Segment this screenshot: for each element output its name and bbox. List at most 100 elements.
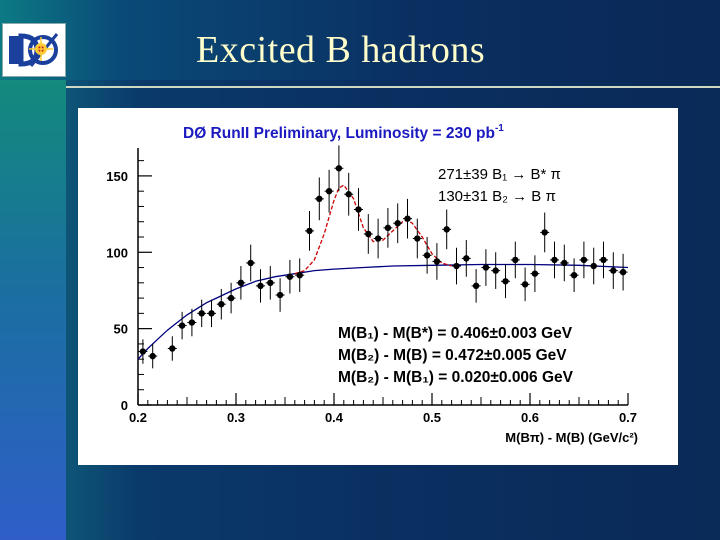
data-point — [177, 311, 187, 340]
data-point — [197, 299, 207, 328]
plot-panel: DØ RunII Preliminary, Luminosity = 230 p… — [78, 108, 678, 465]
data-marker — [443, 226, 450, 233]
data-marker — [365, 230, 372, 238]
data-marker — [600, 256, 607, 264]
data-marker — [463, 255, 470, 262]
data-point — [589, 247, 599, 285]
data-marker — [374, 235, 382, 242]
data-marker — [619, 268, 627, 276]
data-point — [540, 212, 550, 253]
title-divider — [66, 86, 720, 88]
data-point — [432, 243, 442, 280]
data-point — [354, 188, 363, 231]
data-marker — [570, 271, 578, 279]
data-point — [442, 209, 452, 250]
data-point — [285, 259, 295, 294]
data-point — [167, 336, 177, 361]
data-point — [226, 282, 236, 314]
chart-title: DØ RunII Preliminary, Luminosity = 230 p… — [183, 123, 504, 142]
data-point — [216, 288, 226, 320]
data-point — [373, 218, 383, 259]
data-point — [305, 211, 314, 251]
data-point — [148, 343, 158, 369]
data-marker — [325, 187, 333, 195]
data-marker — [384, 224, 392, 232]
data-point — [599, 241, 608, 279]
y-tick-label: 100 — [106, 245, 128, 260]
data-point — [569, 258, 579, 292]
data-point — [452, 247, 461, 285]
data-marker — [188, 319, 196, 326]
data-marker — [139, 348, 147, 355]
data-marker — [227, 294, 235, 302]
annotation-1: M(B₁) - M(B*) = 0.406±0.003 GeV — [338, 325, 573, 342]
data-point — [344, 172, 354, 216]
data-point — [530, 255, 540, 292]
data-point — [363, 214, 373, 254]
y-tick-label: 150 — [106, 169, 128, 184]
data-point — [501, 264, 510, 299]
data-point — [207, 299, 216, 328]
mass-difference-chart: DØ RunII Preliminary, Luminosity = 230 p… — [106, 123, 638, 445]
data-point — [324, 169, 334, 213]
data-marker — [482, 264, 490, 271]
annotation-3: M(B₂) - M(B₁) = 0.020±0.006 GeV — [338, 369, 574, 386]
dzero-logo-icon — [9, 33, 59, 67]
data-point — [334, 145, 344, 192]
data-marker — [521, 281, 529, 288]
data-point — [471, 269, 481, 303]
data-point — [481, 249, 491, 286]
signal-fit-curve — [294, 184, 452, 275]
data-marker — [531, 270, 539, 277]
data-point — [275, 278, 285, 312]
annotation-2: M(B₂) - M(B) = 0.472±0.005 GeV — [338, 347, 567, 364]
data-marker — [610, 267, 617, 274]
data-marker — [502, 278, 509, 285]
data-point — [559, 244, 569, 282]
x-tick-label: 0.5 — [423, 410, 441, 425]
data-marker — [561, 259, 568, 267]
data-marker — [316, 195, 323, 203]
data-point — [314, 177, 324, 221]
fit-curves — [137, 184, 629, 360]
header-band — [0, 0, 720, 80]
x-tick-label: 0.7 — [619, 410, 637, 425]
data-marker — [335, 165, 343, 172]
data-point — [461, 240, 471, 277]
x-tick-label: 0.6 — [521, 410, 539, 425]
x-tick-label: 0.2 — [129, 410, 147, 425]
data-marker — [178, 322, 186, 329]
data-point — [246, 244, 256, 282]
x-axis-label: M(Bπ) - M(B) (GeV/c²) — [505, 430, 638, 445]
data-point — [295, 258, 305, 292]
data-marker — [551, 256, 558, 264]
data-marker — [286, 273, 294, 280]
data-marker — [414, 235, 421, 242]
data-point — [265, 266, 275, 300]
data-marker — [492, 267, 499, 274]
data-marker — [355, 206, 362, 213]
data-point — [579, 241, 589, 279]
data-point — [393, 203, 403, 244]
data-marker — [257, 282, 264, 290]
data-point — [256, 269, 265, 303]
data-marker — [208, 310, 215, 317]
data-point — [520, 267, 530, 302]
data-marker — [423, 252, 431, 259]
legend-line-1: 271±39 B₁ → B* π — [438, 166, 561, 183]
data-marker — [541, 229, 548, 236]
background-fit-curve — [137, 263, 629, 360]
data-point — [550, 241, 559, 279]
data-marker — [296, 271, 303, 279]
data-point — [422, 237, 432, 274]
chart-title-superscript: -1 — [495, 123, 504, 134]
data-point — [138, 339, 148, 364]
data-marker — [433, 258, 441, 265]
data-point — [491, 252, 501, 289]
data-marker — [276, 291, 284, 299]
data-marker — [590, 262, 597, 270]
data-marker — [580, 256, 588, 264]
chart-axes: 0 50 100 150 0.2 0.3 0.4 0.5 0.6 0.7 — [106, 148, 637, 425]
data-point — [236, 266, 246, 300]
data-point — [187, 308, 197, 337]
